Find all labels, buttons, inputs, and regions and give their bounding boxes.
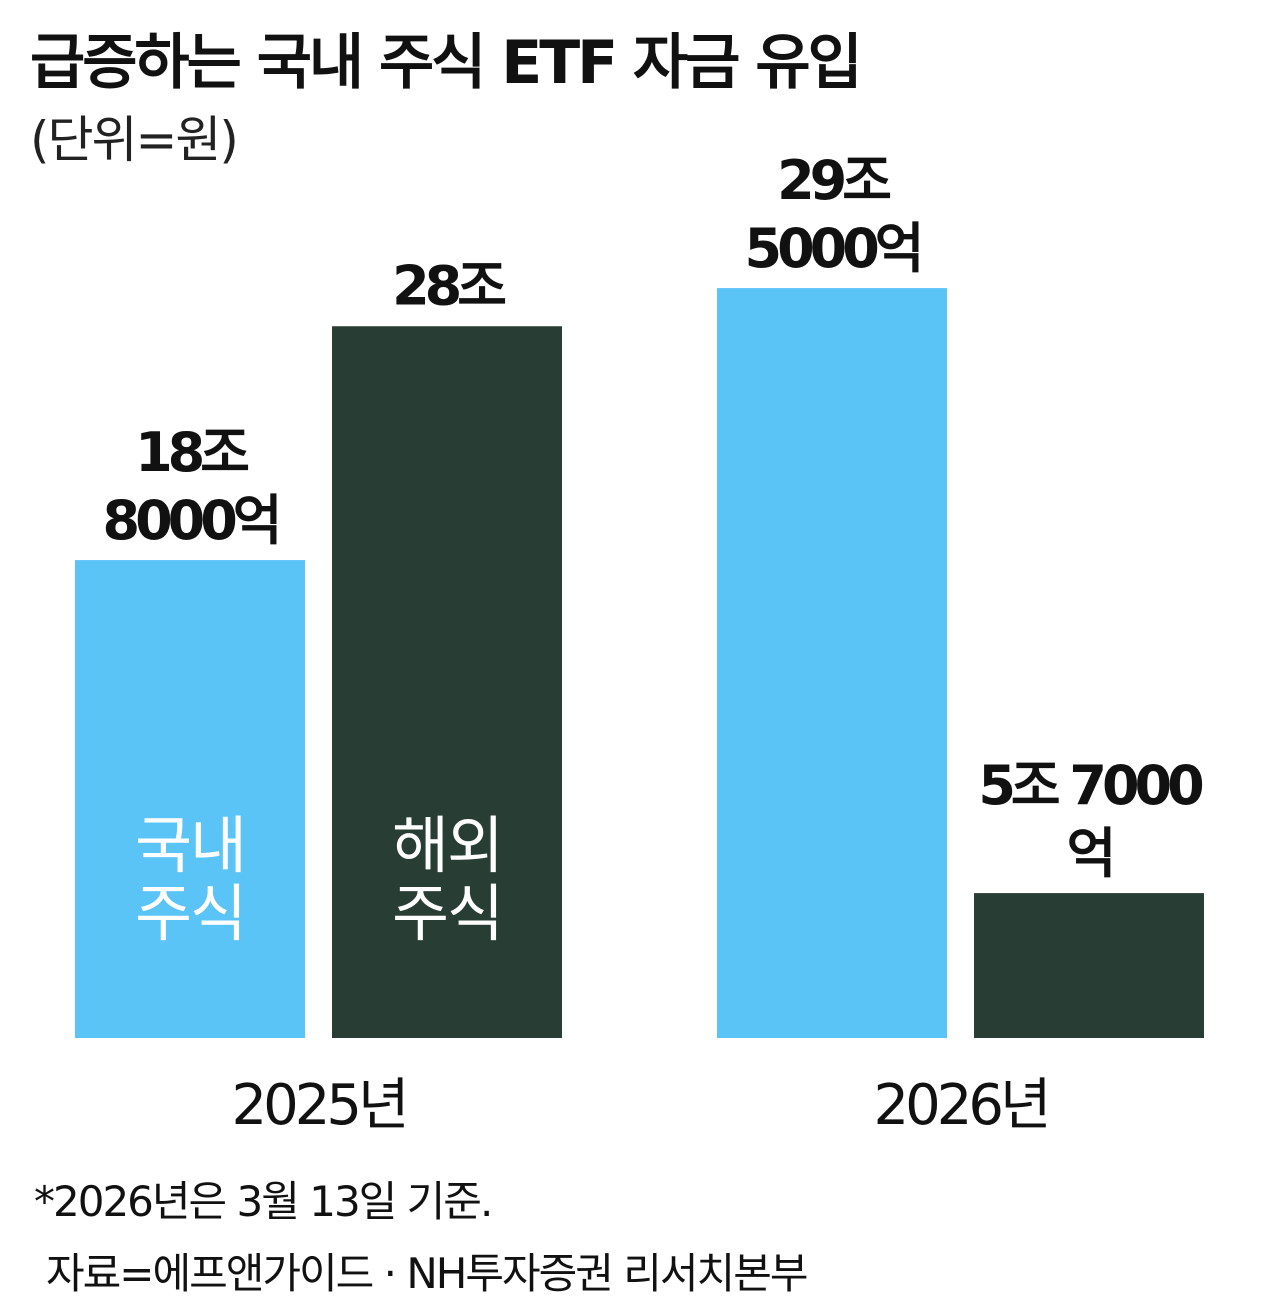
bar <box>75 560 305 1038</box>
bar <box>717 288 947 1038</box>
legend-label: 해외 주식 <box>391 809 504 951</box>
value-label: 29조 5000억 <box>744 149 925 280</box>
unit-note: (단위=원) <box>30 111 239 169</box>
x-tick-label: 2025년 <box>231 1073 409 1138</box>
x-tick-label: 2026년 <box>873 1073 1051 1138</box>
legend-label: 국내 주식 <box>134 809 247 951</box>
bar <box>332 326 562 1038</box>
value-label: 28조 <box>392 254 507 318</box>
bar <box>974 893 1204 1038</box>
source: 자료=에프앤가이드 · NH투자증권 리서치본부 <box>46 1249 808 1298</box>
chart-title: 급증하는 국내 주식 ETF 자금 유입 <box>30 28 863 98</box>
value-label: 5조 7000억 <box>978 754 1204 885</box>
footnote: *2026년은 3월 13일 기준. <box>34 1177 493 1226</box>
value-label: 18조 8000억 <box>102 421 283 552</box>
